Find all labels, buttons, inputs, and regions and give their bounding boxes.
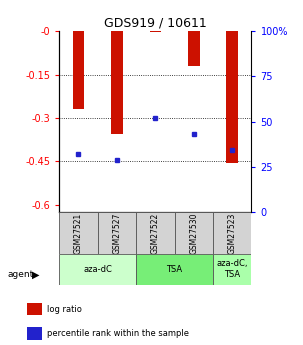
Bar — [59, 254, 136, 285]
Bar — [149, 31, 161, 32]
Text: percentile rank within the sample: percentile rank within the sample — [47, 329, 189, 338]
Bar — [59, 212, 98, 254]
Bar — [136, 212, 175, 254]
Bar — [188, 31, 200, 66]
Bar — [213, 212, 251, 254]
Bar — [27, 303, 42, 315]
Text: GSM27522: GSM27522 — [151, 212, 160, 254]
Text: agent: agent — [8, 270, 34, 279]
Text: log ratio: log ratio — [47, 305, 82, 314]
Text: TSA: TSA — [166, 265, 183, 274]
Bar — [27, 327, 42, 340]
Bar — [98, 212, 136, 254]
Text: GSM27527: GSM27527 — [112, 212, 121, 254]
Text: aza-dC,
TSA: aza-dC, TSA — [217, 259, 248, 279]
Bar — [72, 31, 84, 109]
Text: GSM27530: GSM27530 — [189, 212, 198, 254]
Bar — [213, 254, 251, 285]
Bar — [226, 31, 238, 163]
Title: GDS919 / 10611: GDS919 / 10611 — [104, 17, 207, 30]
Text: aza-dC: aza-dC — [83, 265, 112, 274]
Bar — [136, 254, 213, 285]
Bar — [175, 212, 213, 254]
Text: GSM27521: GSM27521 — [74, 212, 83, 254]
Text: GSM27523: GSM27523 — [228, 212, 237, 254]
Text: ▶: ▶ — [32, 270, 39, 280]
Bar — [111, 31, 123, 134]
